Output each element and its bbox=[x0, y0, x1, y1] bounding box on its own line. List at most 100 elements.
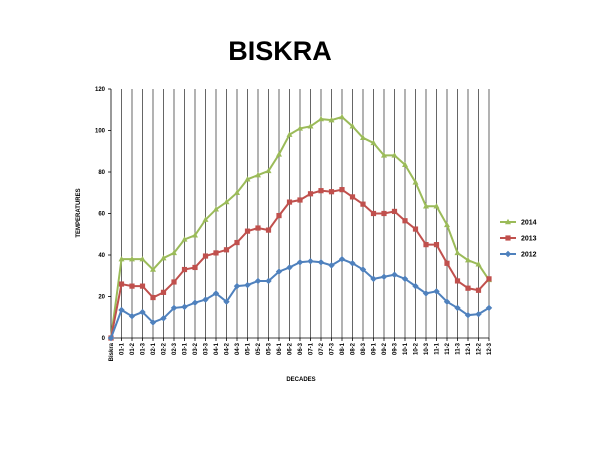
legend-item-2014: 2014 bbox=[500, 218, 537, 227]
point-2012-05-1 bbox=[244, 281, 251, 289]
vertical-gridlines bbox=[121, 89, 490, 338]
x-tick-label-02-1: 02-1 bbox=[151, 342, 157, 355]
axes: 0 20 40 60 80 100 120 Biskra 01-1 01-2 01-3 02-1 02-… bbox=[95, 87, 493, 361]
point-2013-08-1 bbox=[339, 187, 345, 193]
x-tick-label-09-3: 09-3 bbox=[393, 342, 399, 355]
point-2014-05-2 bbox=[255, 171, 261, 178]
y-tick-label-80: 80 bbox=[98, 170, 105, 176]
point-2014-10-2 bbox=[412, 179, 419, 185]
point-2013-11-3 bbox=[454, 278, 461, 284]
y-tick-label-100: 100 bbox=[95, 129, 106, 135]
point-2012-07-1 bbox=[307, 258, 314, 265]
point-2012-06-1 bbox=[275, 268, 283, 275]
point-2014-07-1 bbox=[307, 123, 314, 129]
point-2012-04-2 bbox=[223, 298, 230, 305]
legend-label-2013: 2013 bbox=[521, 236, 537, 243]
point-2012-01-2 bbox=[128, 313, 136, 320]
point-2013-01-3 bbox=[139, 283, 146, 289]
point-2013-06-3 bbox=[297, 197, 303, 203]
x-tick-label-11-2: 11-2 bbox=[445, 342, 451, 354]
series-2012 bbox=[107, 255, 493, 342]
point-2014-11-1 bbox=[433, 203, 440, 209]
x-tick-label-10-3: 10-3 bbox=[424, 342, 430, 355]
point-2012-06-2 bbox=[286, 264, 293, 271]
x-axis-title: DECADES bbox=[286, 377, 315, 383]
x-tick-label-07-2: 07-2 bbox=[319, 342, 325, 355]
x-tick-label-10-2: 10-2 bbox=[414, 342, 420, 355]
point-2014-04-2 bbox=[223, 198, 230, 205]
point-2014-06-3 bbox=[297, 125, 303, 131]
x-tick-label-06-1: 06-1 bbox=[277, 342, 283, 355]
point-2012-09-3 bbox=[391, 271, 398, 278]
x-tick-label-05-1: 05-1 bbox=[246, 342, 252, 355]
point-2013-07-2 bbox=[318, 188, 324, 194]
legend: 2014 2013 2012 bbox=[500, 218, 537, 259]
point-2013-09-1 bbox=[370, 210, 377, 217]
point-2014-08-3 bbox=[360, 134, 366, 140]
x-tick-label-11-3: 11-3 bbox=[456, 342, 462, 354]
point-2012-07-3 bbox=[328, 262, 335, 269]
point-2013-04-2 bbox=[223, 247, 230, 253]
point-2012-08-1 bbox=[338, 255, 346, 263]
x-tick-label-04-1: 04-1 bbox=[214, 342, 220, 355]
x-tick-label-05-3: 05-3 bbox=[267, 342, 273, 355]
point-2012-12-3 bbox=[485, 304, 493, 312]
point-2012-08-3 bbox=[359, 266, 367, 273]
x-tick-label-01-2: 01-2 bbox=[130, 342, 136, 355]
x-tick-label-07-1: 07-1 bbox=[309, 342, 315, 355]
point-2013-09-2 bbox=[381, 210, 387, 217]
point-2012-11-3 bbox=[454, 304, 461, 312]
point-2013-12-3 bbox=[486, 276, 492, 282]
point-2014-12-1 bbox=[465, 256, 471, 263]
point-2014-03-1 bbox=[181, 236, 188, 242]
point-2013-01-1 bbox=[118, 281, 125, 287]
point-2013-08-3 bbox=[360, 201, 366, 207]
point-2012-04-1 bbox=[212, 290, 220, 297]
point-2012-02-1 bbox=[149, 319, 157, 326]
point-2012-09-2 bbox=[380, 273, 388, 280]
point-2013-03-2 bbox=[192, 264, 198, 271]
point-2012-05-3 bbox=[265, 277, 272, 285]
legend-label-2012: 2012 bbox=[521, 252, 537, 259]
point-2013-09-3 bbox=[391, 208, 398, 215]
legend-marker-2012 bbox=[504, 250, 512, 258]
point-2012-06-3 bbox=[296, 259, 304, 266]
y-axis-title: TEMPERATURES bbox=[76, 188, 82, 237]
point-2014-06-2 bbox=[286, 131, 293, 137]
x-tick-label-06-2: 06-2 bbox=[288, 342, 294, 355]
y-tick-label-40: 40 bbox=[98, 253, 105, 259]
point-2013-10-1 bbox=[402, 218, 408, 224]
x-tick-label-04-2: 04-2 bbox=[225, 342, 231, 355]
x-tick-label-10-1: 10-1 bbox=[403, 342, 409, 355]
legend-item-2013: 2013 bbox=[500, 235, 537, 243]
x-tick-label-07-3: 07-3 bbox=[330, 342, 336, 355]
point-2014-11-3 bbox=[454, 249, 461, 256]
point-2012-01-3 bbox=[139, 308, 146, 316]
point-2013-07-3 bbox=[328, 189, 335, 195]
legend-marker-2013 bbox=[505, 235, 511, 241]
point-2013-04-1 bbox=[213, 250, 219, 256]
point-2014-01-3 bbox=[139, 255, 146, 262]
point-2012-07-2 bbox=[317, 259, 325, 266]
point-2014-10-3 bbox=[423, 203, 429, 209]
legend-marker-2014 bbox=[505, 218, 511, 225]
point-2013-05-1 bbox=[244, 228, 251, 234]
point-2014-09-2 bbox=[381, 152, 387, 158]
point-2012-05-2 bbox=[254, 277, 262, 285]
point-2013-10-2 bbox=[412, 226, 419, 232]
series-2013 bbox=[108, 187, 492, 341]
point-2013-07-1 bbox=[307, 191, 314, 197]
point-2013-05-2 bbox=[255, 225, 261, 231]
x-tick-label-08-1: 08-1 bbox=[340, 342, 346, 355]
point-2012-Biskra bbox=[107, 334, 115, 342]
point-2013-03-1 bbox=[181, 266, 188, 273]
point-2012-04-3 bbox=[233, 282, 241, 290]
y-tick-label-120: 120 bbox=[95, 87, 106, 93]
point-2013-06-2 bbox=[286, 199, 293, 205]
point-2013-11-2 bbox=[444, 260, 450, 266]
point-2014-01-2 bbox=[129, 255, 135, 262]
x-tick-label-01-3: 01-3 bbox=[141, 342, 147, 355]
chart-title: BISKRA bbox=[228, 36, 332, 66]
x-tick-label-09-2: 09-2 bbox=[382, 342, 388, 355]
